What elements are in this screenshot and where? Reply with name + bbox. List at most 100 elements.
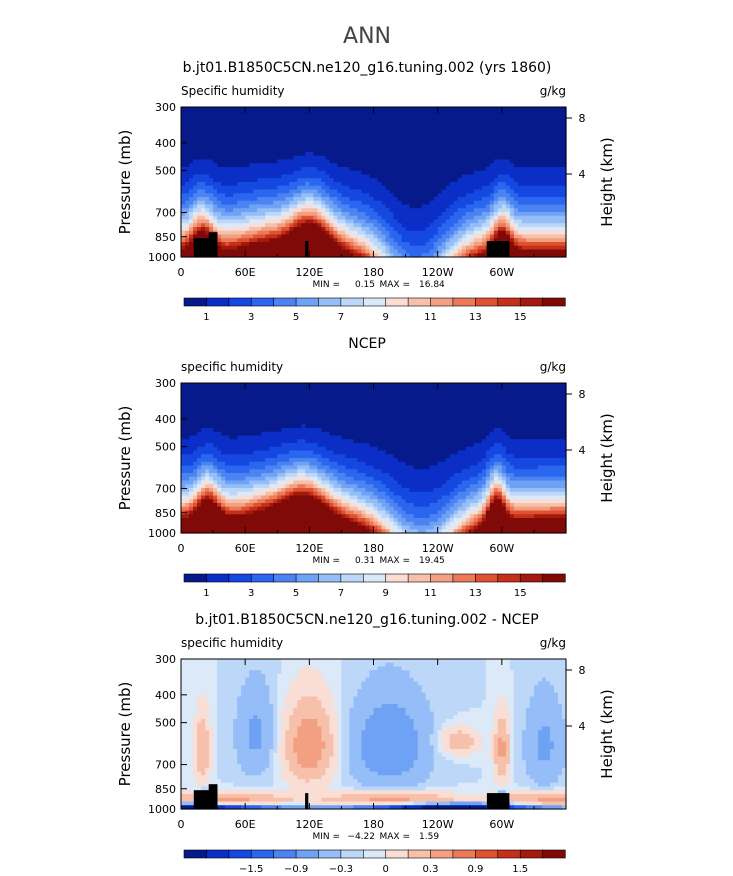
- field-cell: [181, 111, 186, 115]
- field-cell: [394, 163, 399, 167]
- field-cell: [426, 413, 431, 417]
- field-cell: [558, 201, 563, 205]
- field-cell: [293, 160, 298, 164]
- field-cell: [353, 178, 358, 182]
- field-cell: [365, 387, 370, 391]
- field-cell: [430, 111, 435, 115]
- field-cell: [550, 402, 555, 406]
- field-cell: [241, 126, 246, 130]
- field-cell: [289, 413, 294, 417]
- field-cell: [478, 242, 483, 246]
- field-cell: [490, 126, 495, 130]
- field-cell: [410, 133, 415, 137]
- field-cell: [450, 175, 455, 179]
- field-cell: [281, 152, 286, 156]
- field-cell: [225, 223, 230, 227]
- field-cell: [526, 171, 531, 175]
- field-cell: [470, 111, 475, 115]
- field-cell: [490, 178, 495, 182]
- field-cell: [341, 250, 346, 254]
- field-cell: [233, 242, 238, 246]
- field-cell: [514, 107, 519, 111]
- field-cell: [301, 148, 306, 152]
- field-cell: [434, 223, 439, 227]
- field-cell: [502, 186, 507, 190]
- field-cell: [205, 111, 210, 115]
- field-cell: [430, 178, 435, 182]
- field-cell: [225, 111, 230, 115]
- field-cell: [510, 421, 515, 425]
- field-cell: [321, 122, 326, 126]
- field-cell: [185, 383, 190, 387]
- field-cell: [458, 394, 463, 398]
- field-cell: [546, 175, 551, 179]
- field-cell: [374, 118, 379, 122]
- field-cell: [494, 175, 499, 179]
- field-cell: [225, 212, 230, 216]
- field-cell: [398, 201, 403, 205]
- field-cell: [221, 133, 226, 137]
- field-cell: [498, 205, 503, 209]
- field-cell: [538, 197, 543, 201]
- field-cell: [237, 398, 242, 402]
- field-cell: [458, 193, 463, 197]
- field-cell: [422, 137, 427, 141]
- field-cell: [361, 115, 366, 119]
- field-cell: [502, 145, 507, 149]
- field-cell: [253, 111, 258, 115]
- field-cell: [378, 178, 383, 182]
- field-cell: [217, 163, 222, 167]
- field-cell: [233, 145, 238, 149]
- field-cell: [233, 387, 238, 391]
- field-cell: [462, 186, 467, 190]
- field-cell: [378, 387, 383, 391]
- field-cell: [281, 238, 286, 242]
- field-cell: [534, 145, 539, 149]
- field-cell: [486, 160, 491, 164]
- field-cell: [430, 118, 435, 122]
- field-cell: [333, 223, 338, 227]
- field-cell: [221, 413, 226, 417]
- field-cell: [462, 190, 467, 194]
- field-cell: [209, 156, 214, 160]
- field-cell: [309, 122, 314, 126]
- field-cell: [546, 141, 551, 145]
- field-cell: [430, 246, 435, 250]
- field-cell: [514, 137, 519, 141]
- field-cell: [474, 231, 479, 235]
- field-cell: [233, 141, 238, 145]
- field-cell: [530, 387, 535, 391]
- field-cell: [422, 182, 427, 186]
- field-cell: [458, 201, 463, 205]
- field-cell: [285, 242, 290, 246]
- field-cell: [514, 402, 519, 406]
- field-cell: [277, 115, 282, 119]
- field-cell: [221, 250, 226, 254]
- field-cell: [241, 193, 246, 197]
- field-cell: [269, 409, 274, 413]
- field-cell: [361, 160, 366, 164]
- field-cell: [181, 220, 186, 224]
- field-cell: [394, 413, 399, 417]
- field-cell: [221, 122, 226, 126]
- field-cell: [510, 148, 515, 152]
- field-cell: [554, 141, 559, 145]
- field-cell: [470, 231, 475, 235]
- field-cell: [410, 208, 415, 212]
- field-cell: [506, 186, 511, 190]
- field-cell: [502, 398, 507, 402]
- field-cell: [293, 152, 298, 156]
- field-cell: [209, 107, 214, 111]
- field-cell: [378, 148, 383, 152]
- field-cell: [229, 148, 234, 152]
- field-cell: [257, 163, 262, 167]
- field-cell: [345, 383, 350, 387]
- field-cell: [305, 413, 310, 417]
- field-cell: [466, 182, 471, 186]
- field-cell: [494, 387, 499, 391]
- field-cell: [329, 238, 334, 242]
- field-cell: [450, 383, 455, 387]
- field-cell: [369, 409, 374, 413]
- field-cell: [217, 220, 222, 224]
- field-cell: [237, 402, 242, 406]
